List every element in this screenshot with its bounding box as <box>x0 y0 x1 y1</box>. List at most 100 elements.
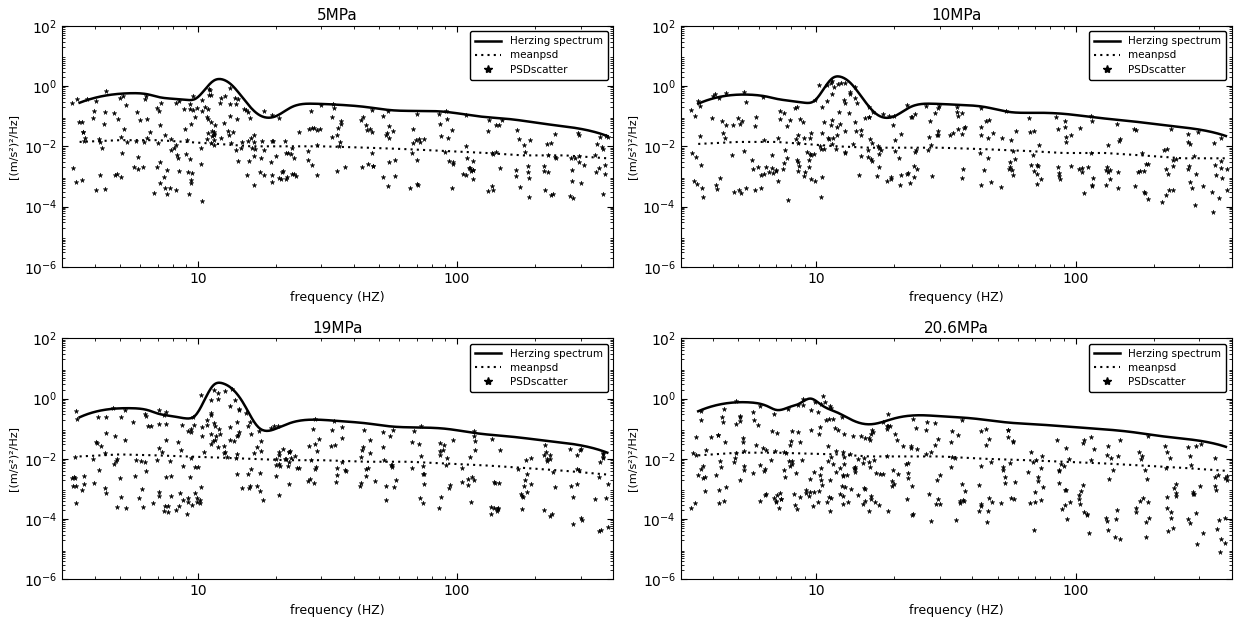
Point <box>465 431 485 441</box>
Point <box>568 129 588 139</box>
Point <box>1166 491 1185 501</box>
Point <box>1130 496 1149 506</box>
Point <box>715 482 735 492</box>
Point <box>353 112 373 122</box>
Point <box>971 426 991 436</box>
Point <box>978 134 998 144</box>
Point <box>299 476 319 486</box>
Point <box>790 492 810 502</box>
Point <box>465 445 485 455</box>
Point <box>822 414 842 424</box>
Point <box>1055 485 1075 495</box>
Point <box>854 432 874 442</box>
Point <box>589 526 609 536</box>
Point <box>766 166 786 176</box>
Point <box>110 172 130 182</box>
Point <box>836 148 856 158</box>
Point <box>853 458 873 468</box>
Point <box>813 144 833 154</box>
Point <box>787 102 807 112</box>
Point <box>1028 161 1048 171</box>
Point <box>1178 129 1198 139</box>
Point <box>408 180 428 190</box>
Point <box>74 136 94 146</box>
Point <box>201 439 221 449</box>
Point <box>355 425 374 435</box>
Point <box>144 498 164 508</box>
Point <box>1049 171 1069 181</box>
Point <box>262 158 281 168</box>
Point <box>542 509 562 519</box>
Point <box>463 165 482 175</box>
Point <box>1097 516 1117 526</box>
Point <box>231 143 250 153</box>
Point <box>1211 132 1231 142</box>
Point <box>264 421 284 431</box>
Point <box>73 127 93 137</box>
Point <box>482 148 502 158</box>
Point <box>841 484 861 494</box>
Point <box>273 166 293 176</box>
Point <box>591 525 611 535</box>
Point <box>486 121 506 131</box>
Point <box>947 124 967 134</box>
Point <box>1021 446 1040 456</box>
Point <box>161 491 181 501</box>
Point <box>928 494 947 504</box>
Point <box>714 404 734 414</box>
Point <box>128 164 148 174</box>
Point <box>976 424 996 434</box>
Point <box>227 114 247 124</box>
Point <box>172 419 192 429</box>
Point <box>156 419 176 429</box>
Point <box>837 470 857 480</box>
Point <box>304 424 324 434</box>
Point <box>773 164 792 174</box>
Point <box>432 131 451 141</box>
Point <box>262 422 281 432</box>
Point <box>765 446 785 456</box>
Point <box>823 459 843 469</box>
Point <box>1052 504 1071 514</box>
Point <box>1157 492 1177 502</box>
Point <box>533 161 553 171</box>
Point <box>574 160 594 170</box>
Point <box>1071 486 1091 496</box>
Point <box>743 155 763 165</box>
Point <box>277 174 296 184</box>
Point <box>201 408 221 418</box>
Point <box>1024 126 1044 136</box>
Point <box>198 128 218 138</box>
Point <box>1164 483 1184 493</box>
Point <box>930 470 950 480</box>
Point <box>484 478 503 488</box>
Point <box>799 155 818 165</box>
Point <box>805 149 825 159</box>
Point <box>715 120 735 130</box>
Point <box>1105 532 1125 542</box>
Point <box>954 496 973 506</box>
Point <box>898 468 918 478</box>
Point <box>244 448 264 458</box>
Point <box>179 493 198 503</box>
Legend: Herzing spectrum, meanpsd, PSDscatter: Herzing spectrum, meanpsd, PSDscatter <box>1089 344 1226 392</box>
Point <box>734 461 754 471</box>
Point <box>884 479 904 489</box>
Point <box>589 162 609 172</box>
Point <box>155 501 175 511</box>
Point <box>940 129 960 139</box>
Point <box>727 419 746 429</box>
Point <box>149 419 169 429</box>
Point <box>1052 459 1071 469</box>
Point <box>954 164 973 174</box>
Point <box>191 495 211 505</box>
Point <box>215 91 234 101</box>
Point <box>821 120 841 130</box>
Point <box>430 450 450 460</box>
Point <box>1054 461 1074 471</box>
Point <box>998 164 1018 174</box>
Point <box>352 162 372 172</box>
Point <box>835 94 854 104</box>
Point <box>250 446 270 456</box>
Point <box>682 148 702 158</box>
